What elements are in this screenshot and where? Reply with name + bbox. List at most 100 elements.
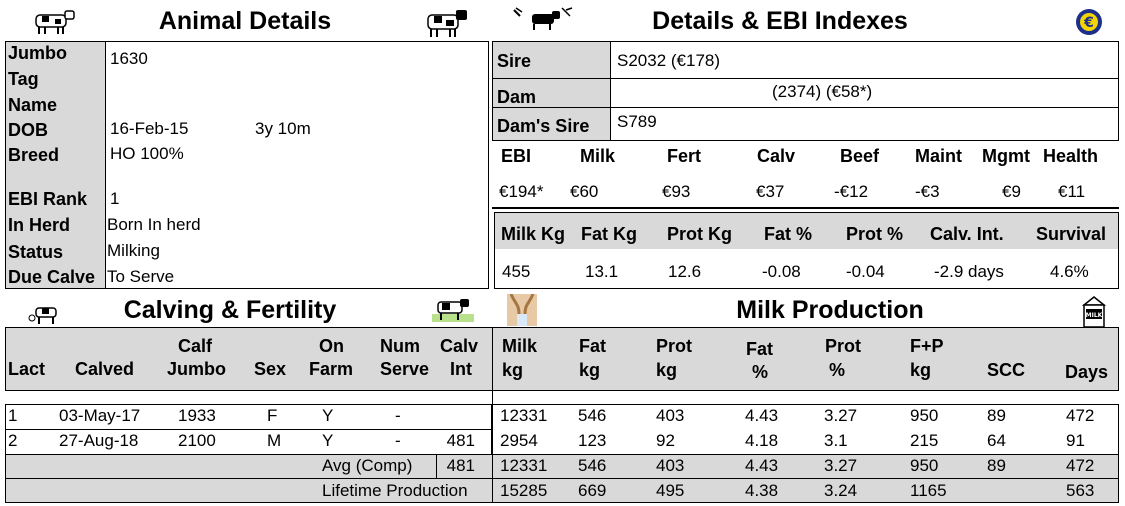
lifetime-fp-kg: 1165 [910,481,947,500]
index-value-mgmt: €9 [1002,182,1021,201]
svg-text:€: € [1083,15,1094,31]
prod-value-fat-pct: -0.08 [762,262,801,281]
lifetime-milk-kg: 15285 [500,481,548,500]
jumbo-label: Jumbo [8,43,68,63]
index-value-maint: -€3 [915,182,940,201]
due-calve-label: Due Calve [8,267,96,287]
milk-header-prot-unit: kg [656,360,678,380]
avg-calv-int: 481 [446,456,475,475]
milk-header-prot-pct-unit: % [829,360,846,380]
prot-kg-cell: 403 [656,406,685,425]
milk-kg-cell: 12331 [500,406,548,425]
fat-pct-cell: 4.43 [745,406,779,425]
avg-scc: 89 [987,456,1006,475]
index-value-fert: €93 [662,182,691,201]
fat-kg-cell: 546 [578,406,607,425]
milk-header-prot: Prot [656,336,692,356]
calving-header-num: Num [380,336,420,356]
calving-header-lact: Lact [8,359,46,379]
milking-icon [507,294,537,326]
fp-kg-cell: 215 [910,431,939,450]
lifetime-prot-pct: 3.24 [824,481,858,500]
fat-kg-cell: 123 [578,431,607,450]
in-herd-label: In Herd [8,215,71,235]
index-value-beef: -€12 [834,182,869,201]
ebi-rank-value: 1 [110,189,120,208]
index-header-health: Health [1043,146,1099,166]
sex-cell: M [267,431,282,450]
calving-header-jumbo: Jumbo [167,359,227,379]
lifetime-prot-kg: 495 [656,481,685,500]
calved-cell: 03-May-17 [59,406,141,425]
lifetime-fat-pct: 4.38 [745,481,779,500]
fat-pct-cell: 4.18 [745,431,779,450]
avg-prot-pct: 3.27 [824,456,858,475]
breed-value: HO 100% [110,144,184,163]
avg-days: 472 [1066,456,1095,475]
breed-label: Breed [8,145,60,165]
milk-production-title: Milk Production [736,296,924,324]
milk-header-fp-unit: kg [910,360,932,380]
calving-header-farm: Farm [309,359,354,379]
prot-kg-cell: 92 [656,431,675,450]
prod-value-fat-kg: 13.1 [585,262,619,281]
prod-header-prot-kg: Prot Kg [667,224,732,244]
avg-fat-kg: 546 [578,456,607,475]
index-header-milk: Milk [580,146,616,166]
calf-jumbo-cell: 2100 [178,431,216,450]
milk-carton-icon: MILK [1077,295,1111,329]
status-value: Milking [107,241,160,260]
sex-cell: F [267,406,278,425]
index-value-ebi: €194* [499,182,544,201]
on-farm-cell: Y [322,406,334,425]
milk-header-fat-unit: kg [579,360,601,380]
lifetime-production-label: Lifetime Production [322,481,468,500]
lact-cell: 1 [8,406,18,425]
milk-header-fat-pct-unit: % [752,362,769,382]
prod-value-calv-int: -2.9 days [934,262,1004,281]
tag-label: Tag [8,69,39,89]
index-value-health: €11 [1058,182,1086,201]
svg-text:MILK: MILK [1086,312,1103,319]
scc-cell: 64 [987,431,1006,450]
milk-kg-cell: 2954 [500,431,538,450]
euro-icon: € [1075,8,1103,36]
lact-cell: 2 [8,431,18,450]
ebi-rank-label: EBI Rank [8,189,88,209]
avg-prot-kg: 403 [656,456,685,475]
name-label: Name [8,95,58,115]
lifetime-fat-kg: 669 [578,481,607,500]
cow-icon [423,5,473,39]
milk-header-milk: Milk [502,336,538,356]
calv-int-cell: 481 [446,431,475,450]
calved-cell: 27-Aug-18 [59,431,139,450]
animal-details-title: Animal Details [158,7,332,35]
on-farm-cell: Y [322,431,334,450]
milk-header-fat-pct: Fat [746,339,773,359]
sire-label: Sire [497,51,532,71]
calving-header-calv: Calv [440,336,479,356]
index-header-calv: Calv [757,146,796,166]
index-header-mgmt: Mgmt [982,146,1030,166]
scc-cell: 89 [987,406,1006,425]
avg-milk-kg: 12331 [500,456,548,475]
dams-sire-label: Dam's Sire [497,116,590,136]
calving-header-calf: Calf [178,336,213,356]
num-serve-cell: - [395,406,401,425]
days-cell: 91 [1066,431,1085,450]
prod-header-fat-kg: Fat Kg [581,224,637,244]
index-value-milk: €60 [570,182,599,201]
calving-header-sex: Sex [254,359,287,379]
calf-jumbo-cell: 1933 [178,406,216,425]
milk-header-prot-pct: Prot [825,336,861,356]
prod-header-fat-pct: Fat % [764,224,813,244]
prod-header-calv-int: Calv. Int. [930,224,1004,244]
prod-header-survival: Survival [1036,224,1107,244]
milk-header-days: Days [1065,362,1109,382]
calving-header-serve: Serve [380,359,430,379]
index-value-calv: €37 [756,182,785,201]
prod-header-prot-pct: Prot % [846,224,904,244]
milk-header-milk-unit: kg [502,360,524,380]
lifetime-days: 563 [1066,481,1095,500]
status-label: Status [8,242,64,262]
